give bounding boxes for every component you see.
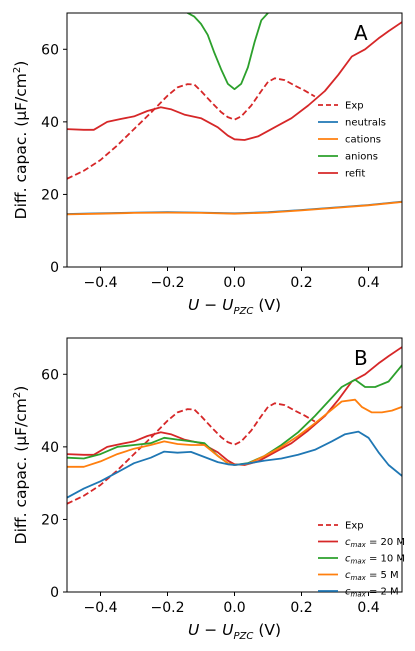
legend-label: cmax = 20 M <box>345 537 405 549</box>
y-tick-label: 20 <box>41 512 59 528</box>
legend-label: cmax = 10 M <box>345 554 405 566</box>
legend-label: refit <box>345 169 365 180</box>
legend-label: anions <box>345 152 378 163</box>
y-tick-label: 40 <box>41 440 59 456</box>
y-axis-label: Diff. capac. (μF/cm2) <box>12 61 30 220</box>
legend-label: cations <box>345 135 381 146</box>
y-axis-label: Diff. capac. (μF/cm2) <box>12 386 30 545</box>
plot-area <box>67 346 402 505</box>
panel-B: −0.4 −0.2 0.0 0.2 0.4 0 20 40 60 U − UPZC (V) Diff… <box>12 337 405 642</box>
legend-label: cmax = 5 M <box>345 570 399 582</box>
x-tick-label: −0.4 <box>84 275 118 291</box>
y-tick-label: 0 <box>50 585 59 601</box>
legend-label: neutrals <box>345 118 386 129</box>
x-tick-label: 0.2 <box>290 600 312 616</box>
y-tick-label: 20 <box>41 187 59 203</box>
y-tick-label: 60 <box>41 42 59 58</box>
plot-area <box>67 13 402 216</box>
series-line-1 <box>67 346 402 466</box>
panel-letter: B <box>354 346 368 370</box>
series-line-0 <box>67 402 316 505</box>
y-tick-label: 40 <box>41 115 59 131</box>
y-tick-label: 60 <box>41 367 59 383</box>
y-tick-label: 0 <box>50 260 59 276</box>
legend-label: cmax = 2 M <box>345 587 399 599</box>
x-tick-label: −0.4 <box>84 600 118 616</box>
legend-label: Exp <box>345 101 364 112</box>
panel-letter: A <box>354 21 368 45</box>
legend: Exp cmax = 20 M cmax = 10 M cmax = 5 M cmax … <box>318 521 405 599</box>
x-axis-label: U − UPZC (V) <box>188 621 281 642</box>
panel-A: −0.4 −0.2 0.0 0.2 0.4 0 20 40 60 U − UPZC (V) Diff… <box>12 12 403 317</box>
legend: Exp neutrals cations anions refit <box>318 101 386 180</box>
x-tick-label: −0.2 <box>151 275 185 291</box>
series-line-3 <box>186 13 269 91</box>
x-tick-label: 0.2 <box>290 275 312 291</box>
legend-label: Exp <box>345 521 364 532</box>
x-tick-label: −0.2 <box>151 600 185 616</box>
series-line-1 <box>67 200 402 215</box>
series-line-4 <box>67 430 402 499</box>
x-tick-label: 0.4 <box>357 275 379 291</box>
series-line-2 <box>67 201 402 216</box>
series-line-2 <box>67 364 402 466</box>
series-line-0 <box>67 77 316 180</box>
x-tick-label: 0.4 <box>357 600 379 616</box>
x-tick-label: 0.0 <box>223 600 245 616</box>
x-axis-label: U − UPZC (V) <box>188 296 281 317</box>
x-tick-label: 0.0 <box>223 275 245 291</box>
series-line-4 <box>67 21 402 141</box>
